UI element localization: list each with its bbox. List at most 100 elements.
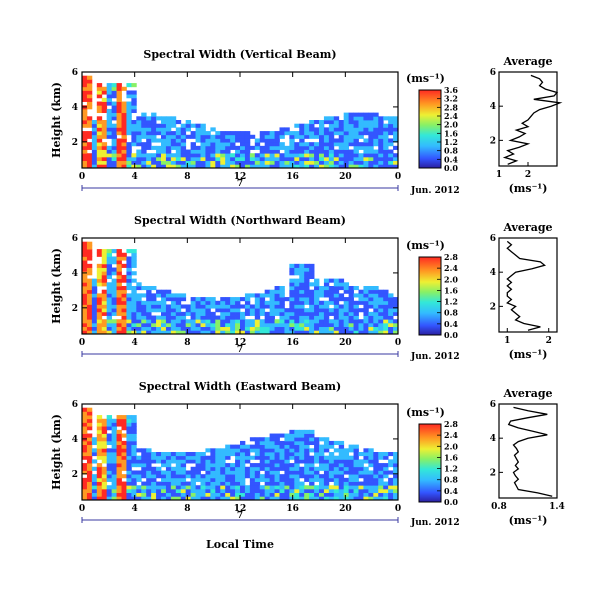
average-x-tick-label: 1 bbox=[496, 170, 502, 180]
panel-2: Spectral Width (Eastward Beam)0 4 8 12 16 20 0… bbox=[50, 380, 565, 528]
average-profile-line bbox=[507, 406, 553, 497]
x-tick-label: 0 bbox=[79, 504, 85, 514]
panel-1: Spectral Width (Northward Beam)0 4 8 12 16 20… bbox=[50, 214, 558, 362]
colorbar-tick-label: 2.8 bbox=[444, 252, 458, 262]
colorbar-tick-label: 2.0 bbox=[444, 441, 458, 451]
y-tick-label: 6 bbox=[72, 68, 78, 78]
average-title: Average bbox=[502, 221, 552, 234]
y-tick-label: 2 bbox=[72, 138, 78, 148]
date-marker: 7 bbox=[237, 511, 243, 521]
colorbar-unit: (ms⁻¹) bbox=[406, 406, 445, 419]
colorbar bbox=[418, 423, 442, 503]
average-y-tick-label: 4 bbox=[490, 268, 496, 278]
colorbar-tick-label: 0.4 bbox=[444, 154, 458, 164]
colorbar-tick-label: 2.8 bbox=[444, 419, 458, 429]
x-tick-label: 12 bbox=[234, 172, 247, 182]
colorbar-tick-label: 3.6 bbox=[444, 85, 458, 95]
average-x-tick-label: 1.4 bbox=[549, 502, 565, 512]
heatmap-cells bbox=[82, 241, 399, 335]
y-tick-label: 2 bbox=[72, 304, 78, 314]
average-profile-line bbox=[502, 74, 563, 165]
average-x-tick-label: 2 bbox=[525, 170, 531, 180]
y-axis-label: Height (km) bbox=[50, 82, 63, 158]
x-tick-label: 16 bbox=[286, 172, 299, 182]
colorbar-tick-label: 2.4 bbox=[444, 430, 458, 440]
colorbar-tick-label: 1.6 bbox=[444, 128, 458, 138]
average-x-tick-label: 1 bbox=[504, 336, 510, 346]
y-tick-label: 4 bbox=[72, 435, 78, 445]
average-y-tick-label: 2 bbox=[490, 468, 496, 478]
x-tick-label: 4 bbox=[132, 172, 138, 182]
average-y-tick-label: 6 bbox=[490, 400, 496, 410]
average-x-unit: (ms⁻¹) bbox=[509, 182, 548, 195]
colorbar bbox=[418, 256, 442, 336]
heatmap-cells bbox=[82, 407, 399, 501]
colorbar-tick-label: 0.0 bbox=[444, 163, 458, 173]
x-tick-label: 12 bbox=[234, 504, 247, 514]
y-axis-label: Height (km) bbox=[50, 414, 63, 490]
x-tick-label: 0 bbox=[395, 172, 401, 182]
colorbar-tick-label: 0.4 bbox=[444, 319, 458, 329]
date-marker: 7 bbox=[237, 345, 243, 355]
colorbar-tick-label: 2.0 bbox=[444, 274, 458, 284]
x-tick-label: 16 bbox=[286, 504, 299, 514]
x-tick-label: 20 bbox=[339, 504, 352, 514]
average-y-tick-label: 6 bbox=[490, 68, 496, 78]
x-tick-label: 0 bbox=[79, 338, 85, 348]
y-tick-label: 2 bbox=[72, 470, 78, 480]
average-frame bbox=[498, 237, 558, 333]
panel-title: Spectral Width (Northward Beam) bbox=[134, 214, 346, 227]
average-x-unit: (ms⁻¹) bbox=[509, 514, 548, 527]
x-tick-label: 4 bbox=[132, 338, 138, 348]
y-tick-label: 4 bbox=[72, 269, 78, 279]
x-tick-label: 4 bbox=[132, 504, 138, 514]
colorbar bbox=[418, 89, 442, 169]
average-y-tick-label: 2 bbox=[490, 136, 496, 146]
x-tick-label: 8 bbox=[184, 172, 190, 182]
y-tick-label: 4 bbox=[72, 103, 78, 113]
colorbar-tick-label: 3.2 bbox=[444, 94, 458, 104]
colorbar-tick-label: 0.8 bbox=[444, 146, 458, 156]
average-frame bbox=[498, 403, 558, 499]
colorbar-tick-label: 0.4 bbox=[444, 486, 458, 496]
y-tick-label: 6 bbox=[72, 400, 78, 410]
heatmap-cells bbox=[82, 75, 399, 169]
colorbar-tick-label: 0.8 bbox=[444, 308, 458, 318]
colorbar-tick-label: 0.0 bbox=[444, 497, 458, 507]
average-title: Average bbox=[502, 387, 552, 400]
average-y-tick-label: 6 bbox=[490, 234, 496, 244]
colorbar-tick-label: 1.6 bbox=[444, 452, 458, 462]
x-tick-label: 20 bbox=[339, 338, 352, 348]
average-title: Average bbox=[502, 55, 552, 68]
colorbar-tick-label: 0.8 bbox=[444, 475, 458, 485]
colorbar-tick-label: 1.2 bbox=[444, 137, 458, 147]
colorbar-tick-label: 2.4 bbox=[444, 263, 458, 273]
panel-0: Spectral Width (Vertical Beam)0 4 8 12 16 20 0… bbox=[50, 48, 563, 196]
x-tick-label: 16 bbox=[286, 338, 299, 348]
x-tick-label: 0 bbox=[395, 504, 401, 514]
colorbar-unit: (ms⁻¹) bbox=[406, 239, 445, 252]
colorbar-tick-label: 2.4 bbox=[444, 111, 458, 121]
y-axis-label: Height (km) bbox=[50, 248, 63, 324]
colorbar-tick-label: 2.0 bbox=[444, 120, 458, 130]
average-profile-line bbox=[506, 240, 546, 331]
colorbar-unit: (ms⁻¹) bbox=[406, 72, 445, 85]
colorbar-tick-label: 2.8 bbox=[444, 102, 458, 112]
panel-title: Spectral Width (Eastward Beam) bbox=[139, 380, 341, 393]
x-tick-label: 8 bbox=[184, 338, 190, 348]
average-x-tick-label: 2 bbox=[546, 336, 552, 346]
average-x-tick-label: 0.8 bbox=[491, 502, 507, 512]
colorbar-tick-label: 1.2 bbox=[444, 297, 458, 307]
colorbar-tick-label: 1.6 bbox=[444, 285, 458, 295]
date-label: Jun. 2012 bbox=[410, 518, 460, 528]
date-marker: 7 bbox=[237, 179, 243, 189]
average-x-unit: (ms⁻¹) bbox=[509, 348, 548, 361]
colorbar-tick-label: 0.0 bbox=[444, 330, 458, 340]
panel-title: Spectral Width (Vertical Beam) bbox=[143, 48, 336, 61]
average-y-tick-label: 4 bbox=[490, 434, 496, 444]
x-tick-label: 0 bbox=[395, 338, 401, 348]
y-tick-label: 6 bbox=[72, 234, 78, 244]
average-y-tick-label: 2 bbox=[490, 302, 496, 312]
x-tick-label: 12 bbox=[234, 338, 247, 348]
